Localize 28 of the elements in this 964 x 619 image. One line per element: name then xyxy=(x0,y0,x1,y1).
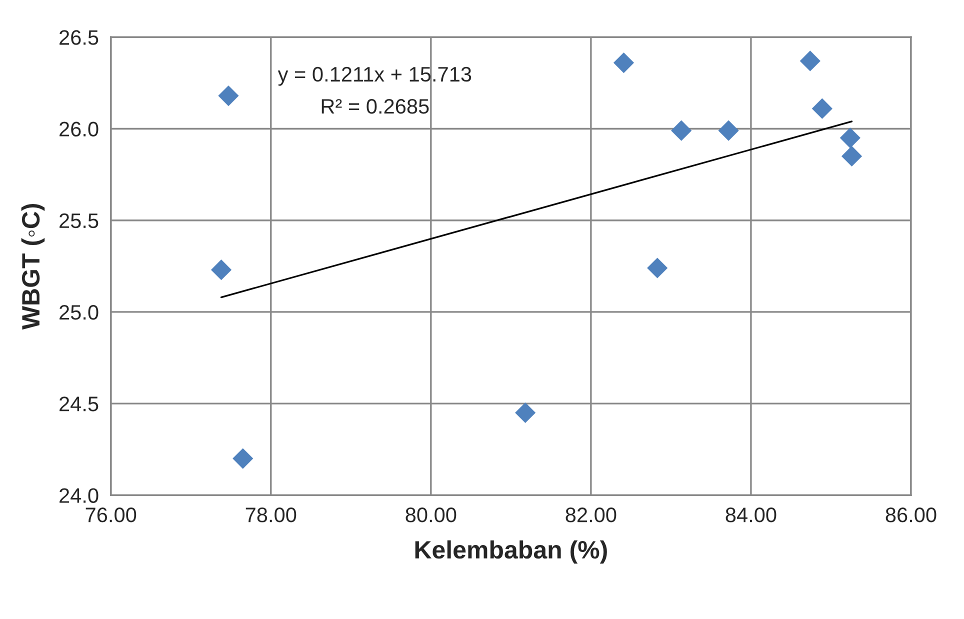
y-tick-label: 24.5 xyxy=(60,396,98,412)
x-tick-label: 78.00 xyxy=(246,508,296,522)
point xyxy=(218,85,239,106)
point xyxy=(647,258,668,278)
point xyxy=(515,402,536,424)
y-tick-label: 25.5 xyxy=(60,213,98,228)
y-axis-title: WBGT (◦C) xyxy=(21,204,45,330)
point xyxy=(800,50,820,72)
annotation: R² = 0.2685 xyxy=(322,98,429,114)
x-tick-label: 76.00 xyxy=(86,508,136,522)
y-tick-label: 26.0 xyxy=(60,122,98,137)
annotation: y = 0.1211x + 15.713 xyxy=(278,66,472,86)
y-tick-label: 25.0 xyxy=(60,304,98,320)
y-tick-label: 26.5 xyxy=(60,30,98,45)
point xyxy=(613,52,634,74)
x-tick-label: 80.00 xyxy=(406,508,456,522)
point xyxy=(840,128,860,148)
x-tick-label: 86.00 xyxy=(886,508,936,522)
y-tick-label: 24.0 xyxy=(60,488,98,503)
point xyxy=(671,120,692,141)
point xyxy=(841,146,862,167)
point xyxy=(232,448,254,469)
point xyxy=(812,98,832,119)
x-tick-label: 82.00 xyxy=(566,508,616,522)
x-axis-title: Kelembaban (%) xyxy=(415,540,607,564)
point xyxy=(210,260,232,280)
point xyxy=(718,120,739,141)
x-tick-label: 84.00 xyxy=(726,508,776,522)
